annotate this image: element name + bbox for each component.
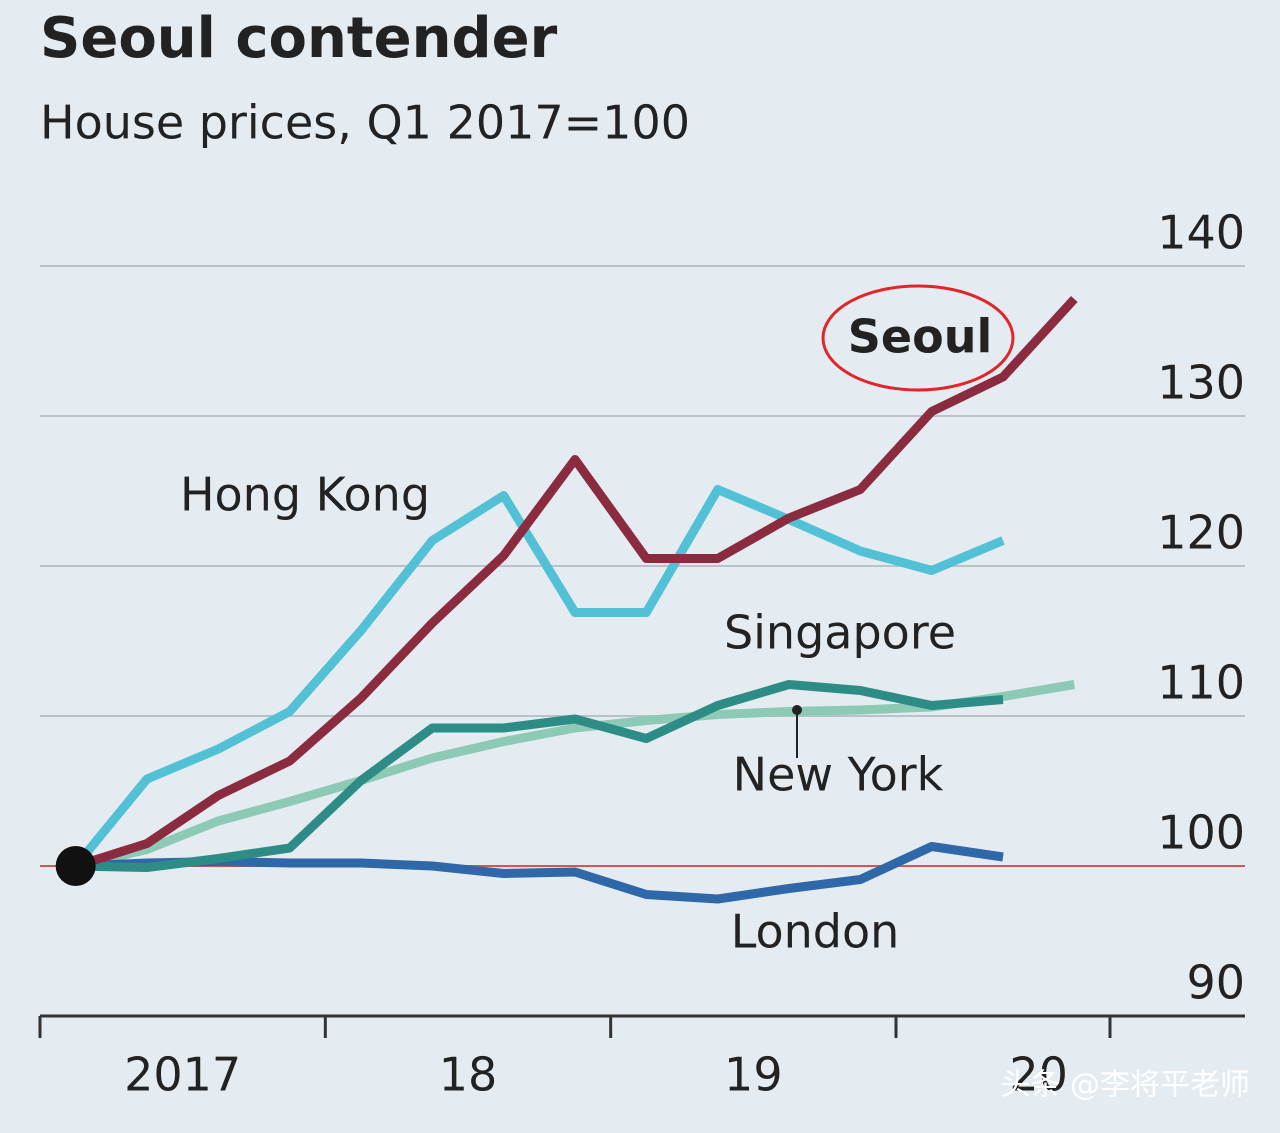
highlight-circle: [821, 284, 1015, 392]
y-tick-label: 130: [1157, 356, 1245, 410]
y-tick-label: 90: [1186, 956, 1245, 1010]
series-line: [74, 295, 1078, 871]
y-tick-label: 140: [1157, 206, 1245, 260]
start-dot: [55, 846, 96, 886]
x-tick-label: 19: [724, 1048, 783, 1102]
series-line: [75, 680, 1004, 872]
series-label: Seoul: [848, 310, 992, 364]
series-line: [74, 680, 1076, 871]
series-line: [75, 842, 1004, 904]
series-label: Hong Kong: [180, 468, 430, 522]
series-line: [72, 485, 1005, 869]
chart-title: Seoul contender: [40, 6, 558, 71]
series-label: Singapore: [724, 606, 956, 660]
x-tick-label: 2017: [124, 1048, 241, 1102]
x-tick-label: 20: [1009, 1048, 1068, 1102]
chart-subtitle: House prices, Q1 2017=100: [40, 96, 690, 150]
x-tick-label: 18: [439, 1048, 498, 1102]
pointer-dot: [792, 705, 802, 715]
y-tick-label: 110: [1157, 656, 1245, 710]
series-label: London: [731, 905, 900, 959]
grid: [40, 265, 1245, 1018]
y-tick-label: 100: [1157, 806, 1245, 860]
series-label: New York: [733, 748, 944, 802]
y-tick-label: 120: [1157, 506, 1245, 560]
watermark: 头条 @李将平老师: [1000, 1068, 1250, 1103]
